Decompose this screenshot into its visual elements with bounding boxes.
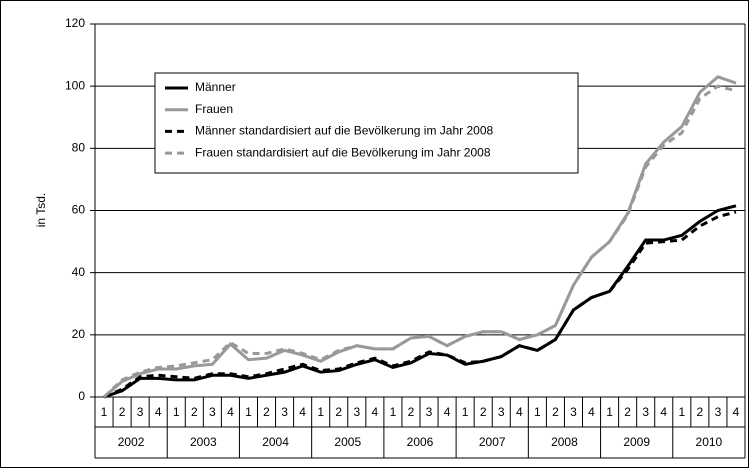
series-line [103, 210, 737, 399]
x-tick-label: 1 [606, 405, 613, 419]
year-label: 2002 [118, 435, 145, 449]
year-label: 2003 [190, 435, 217, 449]
legend-label: Männer standardisiert auf die Bevölkerun… [195, 124, 493, 138]
x-tick-label: 3 [715, 405, 722, 419]
x-tick-label: 3 [498, 405, 505, 419]
x-tick-label: 1 [534, 405, 541, 419]
x-tick-label: 3 [570, 405, 577, 419]
x-tick-label: 3 [353, 405, 360, 419]
x-tick-label: 1 [390, 405, 397, 419]
x-tick-label: 2 [697, 405, 704, 419]
x-tick-label: 1 [462, 405, 469, 419]
x-tick-label: 2 [624, 405, 631, 419]
legend-label: Frauen [195, 102, 233, 116]
year-label: 2008 [551, 435, 578, 449]
x-tick-label: 4 [516, 405, 523, 419]
x-tick-label: 2 [191, 405, 198, 419]
y-tick-label: 0 [78, 389, 85, 403]
series-line [103, 204, 737, 399]
year-label: 2006 [407, 435, 434, 449]
x-tick-label: 4 [660, 405, 667, 419]
x-tick-label: 4 [227, 405, 234, 419]
x-tick-label: 3 [137, 405, 144, 419]
x-tick-label: 1 [101, 405, 108, 419]
x-tick-label: 2 [263, 405, 270, 419]
y-tick-label: 60 [72, 203, 86, 217]
series-line [102, 84, 737, 399]
x-tick-label: 1 [173, 405, 180, 419]
y-tick-label: 20 [72, 327, 86, 341]
x-tick-label: 3 [426, 405, 433, 419]
year-label: 2007 [479, 435, 506, 449]
x-tick-label: 2 [119, 405, 126, 419]
year-label: 2010 [696, 435, 723, 449]
x-tick-label: 3 [642, 405, 649, 419]
year-label: 2004 [262, 435, 289, 449]
y-tick-label: 40 [72, 265, 86, 279]
x-tick-label: 2 [552, 405, 559, 419]
series-line [103, 75, 737, 399]
y-tick-label: 100 [65, 78, 85, 92]
x-tick-label: 1 [678, 405, 685, 419]
x-tick-label: 2 [335, 405, 342, 419]
y-tick-label: 80 [72, 141, 86, 155]
legend-box [154, 72, 579, 174]
x-tick-label: 4 [444, 405, 451, 419]
x-tick-label: 4 [588, 405, 595, 419]
x-tick-label: 3 [281, 405, 288, 419]
legend-label: Frauen standardisiert auf die Bevölkerun… [195, 145, 491, 159]
x-tick-label: 3 [209, 405, 216, 419]
year-label: 2005 [334, 435, 361, 449]
legend-label: Männer [195, 80, 236, 94]
x-tick-label: 1 [317, 405, 324, 419]
year-label: 2009 [623, 435, 650, 449]
x-tick-label: 2 [408, 405, 415, 419]
x-tick-label: 2 [480, 405, 487, 419]
x-tick-label: 4 [372, 405, 379, 419]
x-tick-label: 1 [245, 405, 252, 419]
x-tick-label: 4 [155, 405, 162, 419]
y-axis-label: in Tsd. [34, 193, 48, 227]
y-tick-label: 120 [65, 16, 85, 30]
x-tick-label: 4 [733, 405, 740, 419]
x-tick-label: 4 [299, 405, 306, 419]
